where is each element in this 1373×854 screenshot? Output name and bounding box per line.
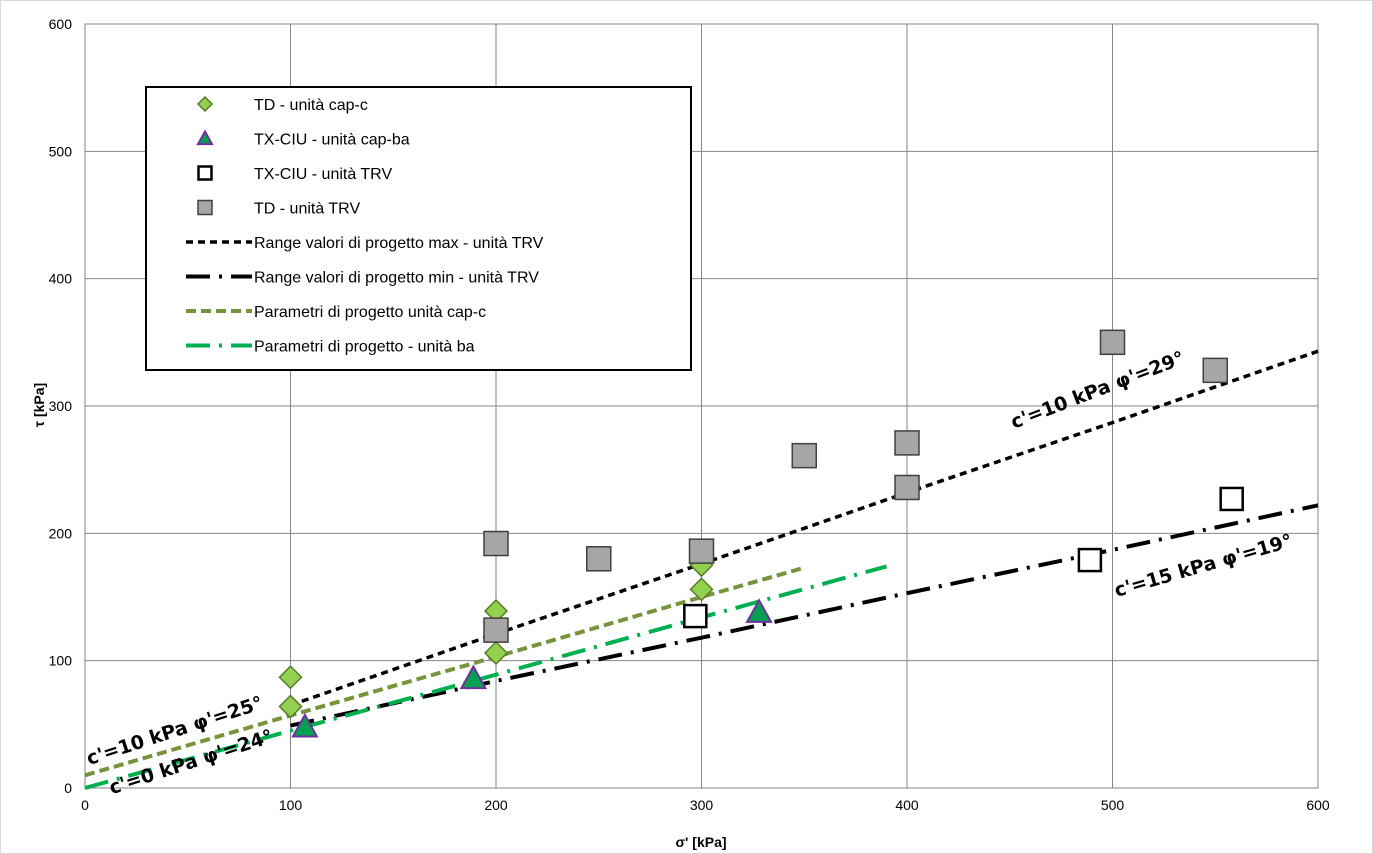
data-point [1219,486,1244,512]
legend-symbol [197,199,213,216]
legend-label: Parametri di progetto - unità ba [254,339,475,356]
x-tick-label: 200 [484,797,508,813]
legend: TD - unità cap-c TX-CIU - unità cap-ba TX-… [145,86,692,371]
data-point [278,694,303,719]
y-tick-label: 200 [49,525,73,541]
legend-symbol [197,165,213,181]
data-point [1077,547,1103,573]
series-line [289,349,1319,707]
x-tick-label: 400 [895,797,919,813]
x-axis-title: σ' [kPa] [675,834,726,850]
line-annotation: c'=10 kPa φ'=29° [1008,347,1188,434]
legend-label: TX-CIU - unità cap-ba [254,132,410,149]
legend-symbol [196,129,214,146]
data-point [1202,357,1228,384]
data-point [689,577,714,602]
y-tick-label: 0 [64,780,72,796]
data-point [483,617,509,643]
legend-label: Range valori di progetto min - unità TRV [254,270,539,287]
data-point [745,598,773,623]
y-axis-title: τ [kPa] [31,383,47,427]
x-tick-label: 300 [690,797,714,813]
y-tick-label: 100 [49,653,73,669]
data-point [791,442,817,469]
series-line [84,564,888,790]
x-tick-label: 600 [1306,797,1330,813]
data-point [894,474,920,501]
x-tick-label: 100 [279,797,303,813]
data-point [1099,329,1126,356]
data-point [688,538,715,564]
annotations: c'=10 kPa φ'=29°c'=15 kPa φ'=19°c'=10 kP… [84,347,1295,799]
data-point [291,712,319,738]
ticks: 0 100 200 300 400 500 600 0 100 200 300 400 500 600 [49,16,1330,813]
legend-label: TD - unità cap-c [254,97,368,114]
y-tick-label: 400 [49,271,73,287]
x-tick-label: 0 [81,797,89,813]
data-point [683,603,708,629]
y-tick-label: 300 [49,398,73,414]
legend-label: TD - unità TRV [254,201,360,218]
data-point [586,546,612,572]
y-tick-label: 500 [49,143,73,159]
data-point [894,430,920,456]
series-line [84,565,805,778]
legend-symbol [196,95,214,113]
series-line [290,503,1319,728]
y-tick-label: 600 [49,16,73,32]
legend-box [145,86,692,371]
line-annotation: c'=15 kPa φ'=19° [1112,530,1295,602]
series-markers [278,329,1244,738]
data-point [483,640,509,666]
legend-label: Range valori di progetto max - unità TRV [254,235,544,252]
legend-label: TX-CIU - unità TRV [254,166,392,183]
x-tick-label: 500 [1101,797,1125,813]
data-point [459,664,488,690]
data-point [483,530,509,557]
data-point [278,665,303,690]
legend-label: Parametri di progetto unità cap-c [254,304,486,321]
